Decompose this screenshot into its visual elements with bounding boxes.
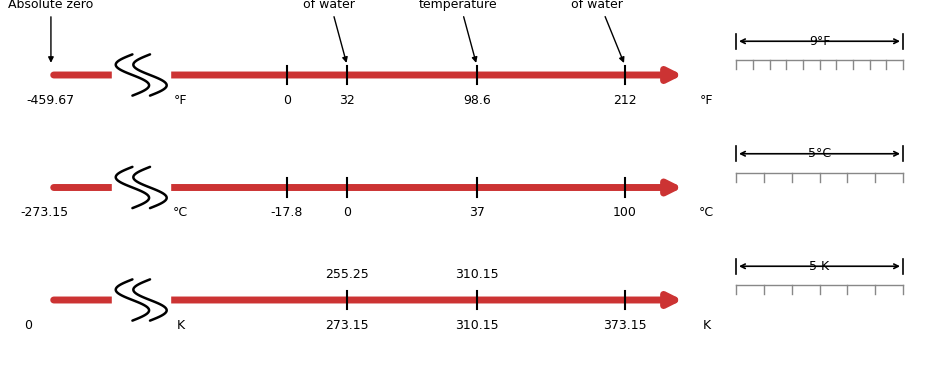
Text: °F: °F [174,94,187,107]
Bar [112,279,153,321]
Text: -17.8: -17.8 [271,206,303,219]
Text: 37: 37 [469,206,485,219]
Text: 273.15: 273.15 [325,319,369,332]
Text: 310.15: 310.15 [455,319,499,332]
Text: 255.25: 255.25 [325,268,369,281]
Text: 0: 0 [344,206,351,219]
Text: 310.15: 310.15 [455,268,499,281]
Text: Freezing point
of water: Freezing point of water [284,0,373,62]
Text: -459.67: -459.67 [27,94,75,107]
Text: 100: 100 [613,206,637,219]
Bar [112,167,153,208]
Text: -273.15: -273.15 [20,206,69,219]
Text: 98.6: 98.6 [463,94,491,107]
Text: 373.15: 373.15 [603,319,647,332]
Text: °C: °C [699,206,714,219]
Text: 212: 212 [613,94,637,107]
Text: 0: 0 [283,94,291,107]
Text: 5 K: 5 K [809,260,830,273]
Text: K: K [703,319,710,332]
Bar [130,279,170,321]
Text: Absolute zero: Absolute zero [8,0,94,61]
Text: °C: °C [173,206,188,219]
Text: °F: °F [700,94,713,107]
Text: 0: 0 [24,319,31,332]
Text: Boiling point
of water: Boiling point of water [558,0,636,62]
Bar [130,54,170,96]
Text: Normal body
temperature: Normal body temperature [419,0,498,62]
Text: 32: 32 [339,94,356,107]
Bar [112,54,153,96]
Text: 5°C: 5°C [808,147,831,160]
Bar [130,167,170,208]
Text: 9°F: 9°F [808,35,831,48]
Text: K: K [177,319,184,332]
